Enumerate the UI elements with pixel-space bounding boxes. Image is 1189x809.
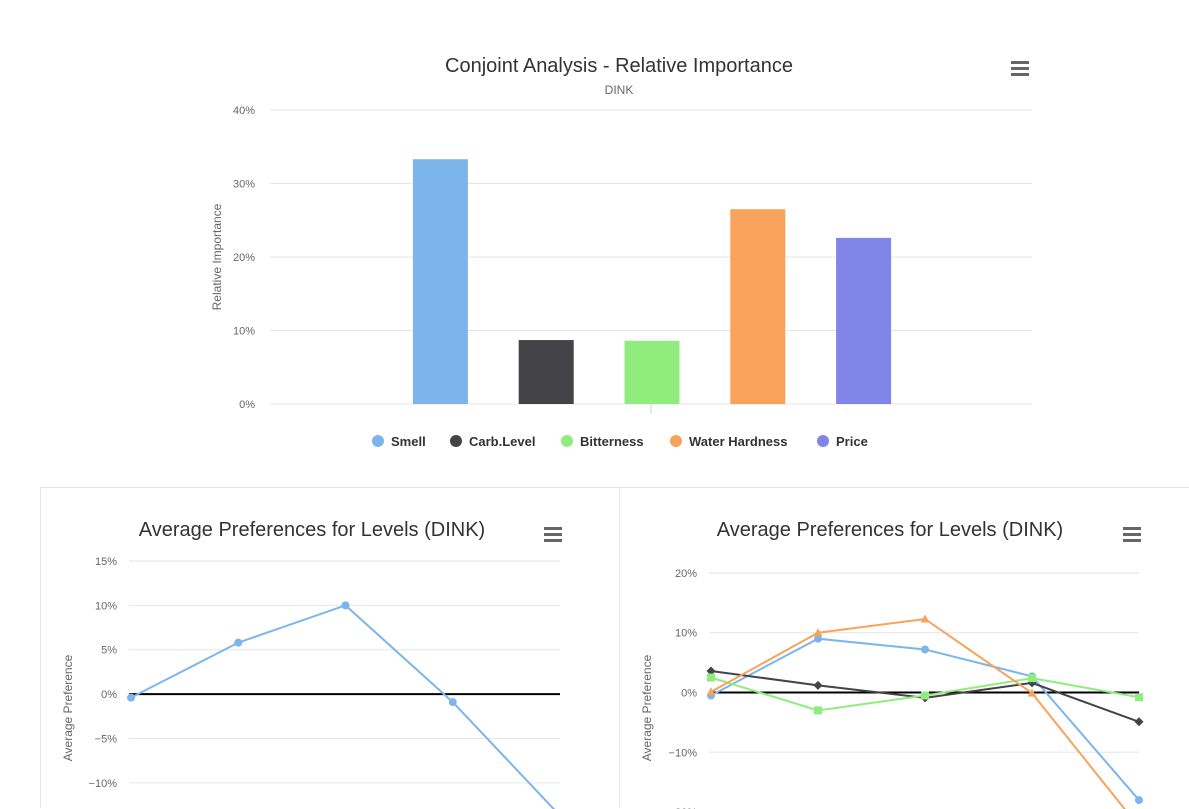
y-tick-label: 0% — [681, 688, 697, 700]
y-tick-label: 10% — [233, 326, 255, 338]
data-point[interactable] — [1027, 688, 1037, 697]
bar-smell[interactable] — [412, 159, 468, 404]
legend-item-bitterness[interactable]: Bitterness — [561, 434, 644, 449]
data-point[interactable] — [234, 638, 243, 647]
y-tick-label: −10% — [89, 778, 118, 790]
chart-menu-icon[interactable] — [1011, 61, 1029, 76]
y-axis-title: Relative Importance — [210, 203, 224, 310]
series-line — [710, 637, 1140, 801]
data-point[interactable] — [707, 673, 715, 682]
data-point[interactable] — [814, 706, 822, 715]
legend-label: Water Hardness — [689, 434, 788, 449]
legend-marker — [817, 435, 829, 447]
data-point[interactable] — [127, 693, 135, 702]
series-smell[interactable] — [707, 634, 1143, 805]
data-point[interactable] — [1135, 693, 1143, 702]
y-tick-label: 0% — [239, 399, 255, 411]
line-chart-canvas-right: Average Preferences for Levels (DINK) Av… — [640, 519, 1144, 809]
series-water-hardness[interactable] — [706, 614, 1144, 809]
y-axis-title: Average Preference — [61, 654, 75, 761]
line-chart-canvas-left: Average Preferences for Levels (DINK) Av… — [61, 519, 564, 809]
y-tick-label: −10% — [669, 747, 698, 759]
series-smell[interactable] — [127, 601, 564, 809]
y-tick-label: 20% — [675, 568, 697, 580]
bar-price[interactable] — [836, 237, 892, 404]
chart-menu-icon[interactable] — [544, 527, 562, 542]
data-point[interactable] — [813, 628, 823, 637]
data-point[interactable] — [813, 680, 823, 690]
y-tick-label: 0% — [101, 689, 117, 701]
data-point[interactable] — [341, 601, 350, 610]
legend-label: Price — [836, 434, 868, 449]
legend-item-water-hardness[interactable]: Water Hardness — [670, 434, 788, 449]
chart-title: Average Preferences for Levels (DINK) — [717, 519, 1063, 541]
data-point[interactable] — [448, 698, 457, 707]
data-point[interactable] — [706, 687, 716, 696]
data-point[interactable] — [814, 634, 822, 643]
data-point[interactable] — [1134, 717, 1144, 727]
average-preferences-chart-left: Average Preferences for Levels (DINK) Av… — [40, 487, 619, 809]
legend-marker — [670, 435, 682, 447]
data-point[interactable] — [706, 666, 716, 676]
legend-label: Carb.Level — [469, 434, 535, 449]
chart-title: Conjoint Analysis - Relative Importance — [445, 55, 793, 77]
bar-water-hardness[interactable] — [730, 209, 786, 404]
bar-chart-canvas: Conjoint Analysis - Relative Importance … — [210, 55, 1032, 449]
data-point[interactable] — [1028, 674, 1036, 683]
legend-label: Bitterness — [580, 434, 644, 449]
chart-title: Average Preferences for Levels (DINK) — [139, 519, 485, 541]
legend-item-smell[interactable]: Smell — [372, 434, 426, 449]
y-tick-label: 10% — [95, 600, 117, 612]
data-point[interactable] — [920, 614, 930, 623]
y-tick-label: 5% — [101, 645, 117, 657]
bar-bitterness[interactable] — [624, 340, 680, 404]
series-line — [130, 604, 556, 809]
y-tick-label: 40% — [233, 105, 255, 117]
series-bitterness[interactable] — [707, 673, 1143, 715]
legend-marker — [450, 435, 462, 447]
legend-item-price[interactable]: Price — [817, 434, 868, 449]
average-preferences-chart-right: Average Preferences for Levels (DINK) Av… — [619, 487, 1189, 809]
y-tick-label: 15% — [95, 556, 117, 568]
legend-marker — [372, 435, 384, 447]
data-point[interactable] — [921, 691, 929, 700]
relative-importance-chart: Conjoint Analysis - Relative Importance … — [210, 55, 1032, 449]
data-point[interactable] — [921, 645, 929, 654]
legend-label: Smell — [391, 434, 426, 449]
y-axis-title: Average Preference — [640, 654, 654, 761]
chart-menu-icon[interactable] — [1123, 527, 1141, 542]
legend-item-carb-level[interactable]: Carb.Level — [450, 434, 535, 449]
y-tick-label: −5% — [95, 733, 118, 745]
chart-subtitle: DINK — [605, 83, 634, 97]
y-tick-label: 10% — [675, 628, 697, 640]
y-tick-label: 20% — [233, 252, 255, 264]
y-tick-label: 30% — [233, 179, 255, 191]
data-point[interactable] — [1135, 796, 1143, 805]
bar-carb-level[interactable] — [518, 340, 574, 404]
legend-marker — [561, 435, 573, 447]
